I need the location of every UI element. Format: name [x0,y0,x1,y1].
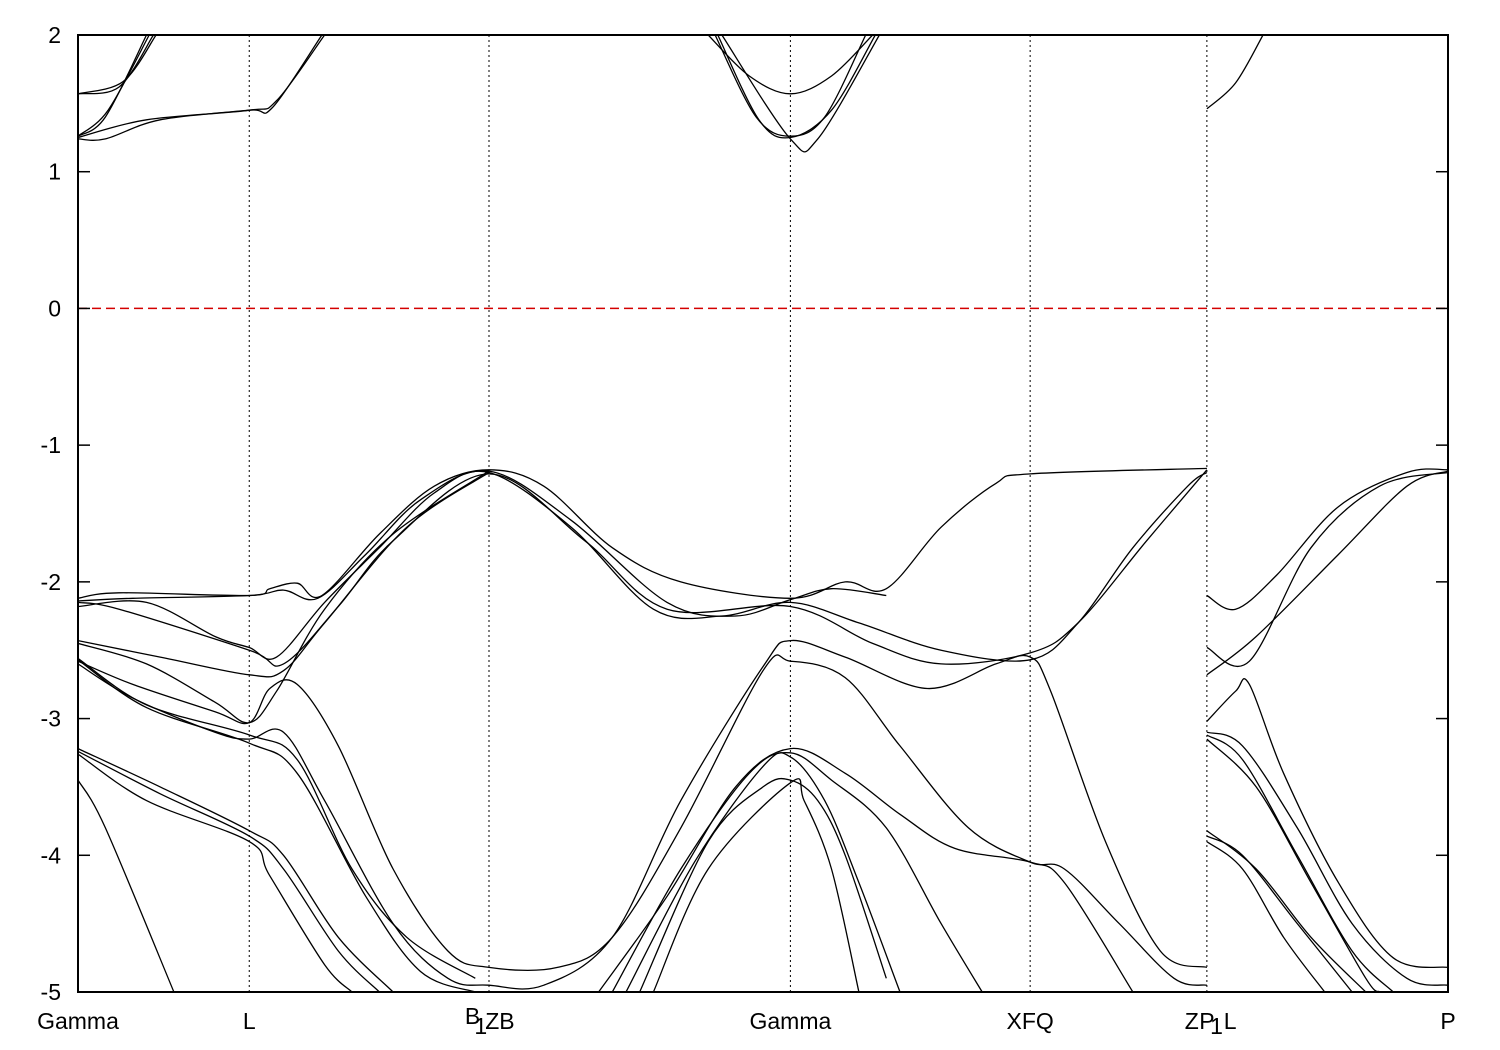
band-line-22 [78,748,394,992]
plot-frame [77,34,1449,993]
y-tick-label: 2 [48,22,61,48]
y-tick-label: -3 [41,706,61,732]
band-line-12 [78,467,1207,599]
x-tick-label: P [1440,1008,1455,1034]
band-lines [78,35,1448,992]
band-line-36 [1206,734,1394,992]
band-line-8 [714,35,867,137]
band-line-10 [721,35,880,153]
x-tick-label: 1 [474,1013,487,1039]
band-line-19 [78,639,1208,990]
y-tick-label: -4 [41,842,62,868]
high-symmetry-lines [248,35,1208,992]
band-line-27 [611,751,983,992]
band-line-30 [652,778,860,992]
y-tick-label: -5 [41,979,61,1005]
band-line-40 [1206,841,1326,992]
band-line-7 [707,35,874,95]
band-line-9 [717,35,876,139]
band-line-25 [78,779,175,992]
band-line-31 [1206,468,1448,611]
band-line-29 [639,777,887,992]
y-axis-ticks: 2 1 0 -1 -2 -3 -4 -5 [41,22,1448,1005]
band-line-35 [1206,731,1448,986]
y-tick-label: -2 [41,569,61,595]
band-line-21 [78,657,476,979]
band-line-24 [78,753,353,992]
x-tick-label: ZB [485,1008,514,1034]
band-line-34 [1206,678,1448,969]
x-tick-label: Gamma [750,1008,832,1034]
y-tick-label: 1 [48,159,61,185]
x-tick-label: B [465,1003,480,1029]
x-tick-label: P [1199,1008,1214,1034]
band-line-6 [78,35,323,141]
band-line-15 [78,469,1208,667]
band-line-16 [78,471,490,678]
band-line-37 [1206,738,1380,992]
band-line-3 [78,35,148,137]
band-line-2 [78,35,157,95]
x-tick-label: XFQ [1007,1008,1054,1034]
band-line-39 [1206,835,1353,992]
x-tick-label: Gamma [37,1008,119,1034]
band-line-20 [78,659,476,992]
band-line-26 [598,747,1134,992]
band-line-38 [1206,830,1367,992]
y-tick-label: -1 [41,432,61,458]
x-tick-label: 1 [1210,1013,1223,1039]
band-line-11 [1206,35,1264,110]
band-line-1 [78,35,154,95]
x-tick-label: Z [1185,1008,1199,1034]
band-line-17 [78,470,490,724]
band-line-32 [1206,471,1448,668]
x-tick-label: L [243,1008,256,1034]
y-tick-label: 0 [48,295,61,321]
band-line-28 [625,752,901,992]
band-line-4 [78,35,150,137]
band-line-33 [1206,470,1448,676]
x-tick-label: L [1224,1008,1237,1034]
band-line-23 [78,750,380,992]
